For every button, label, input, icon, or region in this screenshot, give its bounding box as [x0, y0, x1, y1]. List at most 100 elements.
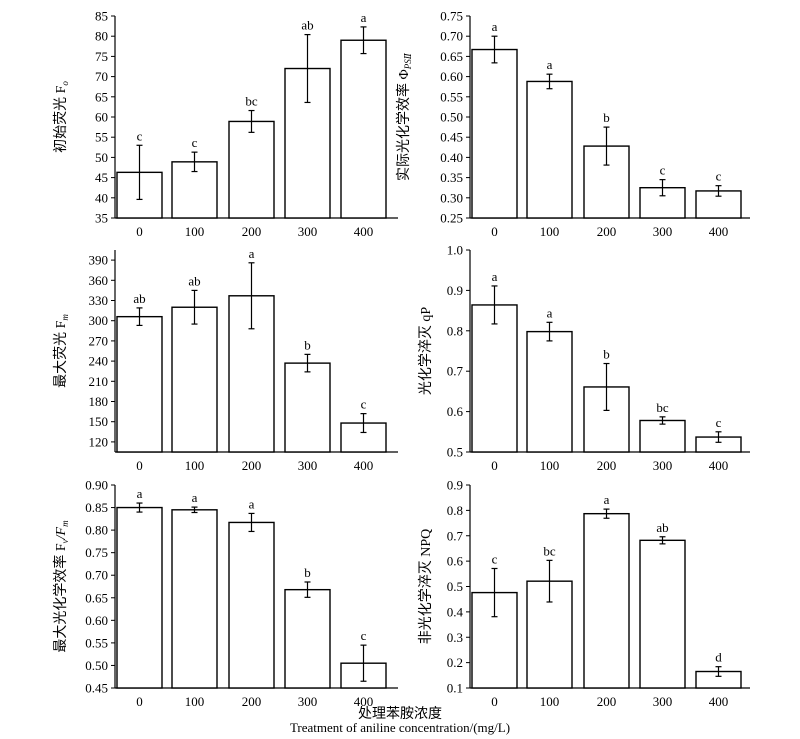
significance-letter: a	[192, 490, 198, 505]
y-tick-label: 70	[95, 69, 108, 84]
y-tick-label: 0.80	[85, 523, 108, 538]
y-tick-label: 0.8	[447, 323, 463, 338]
x-tick-label: 100	[185, 694, 205, 709]
y-tick-label: 0.2	[447, 655, 463, 670]
significance-letter: bc	[543, 543, 556, 558]
x-tick-label: 400	[709, 694, 729, 709]
error-bar	[491, 285, 498, 325]
y-tick-label: 180	[89, 394, 109, 409]
x-tick-label: 200	[597, 694, 617, 709]
bar	[116, 315, 163, 453]
bar	[471, 304, 518, 453]
error-bar	[136, 307, 143, 327]
significance-letter: ab	[656, 520, 668, 535]
error-bar	[136, 144, 143, 201]
error-bar	[546, 321, 553, 342]
significance-letter: c	[716, 415, 722, 430]
error-bar	[659, 416, 666, 425]
significance-letter: d	[715, 650, 722, 665]
y-tick-label: 75	[95, 49, 108, 64]
significance-letter: ab	[133, 291, 145, 306]
x-tick-label: 300	[298, 694, 318, 709]
significance-letter: b	[603, 347, 610, 362]
x-tick-label: 100	[540, 694, 560, 709]
y-tick-label: 40	[95, 190, 108, 205]
significance-letter: ab	[301, 18, 313, 33]
y-axis-label-text: 实际光化学效率 Φ	[395, 69, 412, 181]
x-tick-label: 300	[298, 224, 318, 239]
y-axis-label-subscript: o	[60, 81, 70, 86]
y-tick-label: 0.45	[85, 681, 108, 696]
significance-letter: c	[492, 551, 498, 566]
y-tick-label: 0.75	[440, 9, 463, 24]
error-bar	[491, 35, 498, 64]
significance-letter: c	[361, 397, 367, 412]
error-bar	[360, 413, 367, 434]
x-tick-label: 0	[491, 224, 498, 239]
y-tick-label: 55	[95, 130, 108, 145]
y-axis-label-text: 初始荧光 F	[52, 85, 69, 152]
y-tick-label: 270	[89, 333, 109, 348]
bar	[526, 80, 573, 219]
bar	[228, 120, 275, 219]
y-tick-label: 0.25	[440, 211, 463, 226]
error-bar	[546, 73, 553, 90]
y-tick-label: 330	[89, 293, 109, 308]
y-tick-label: 0.55	[440, 89, 463, 104]
error-bar	[715, 666, 722, 677]
bar	[228, 521, 275, 689]
error-bar	[715, 431, 722, 443]
y-axis-label: 非光化学淬灭 NPQ	[418, 529, 434, 645]
y-tick-label: 45	[95, 170, 108, 185]
x-tick-label: 300	[298, 458, 318, 473]
x-tick-label: 400	[709, 224, 729, 239]
y-tick-label: 300	[89, 313, 109, 328]
y-tick-label: 0.7	[447, 364, 464, 379]
y-tick-label: 0.6	[447, 404, 464, 419]
x-tick-label: 100	[540, 458, 560, 473]
y-tick-label: 0.9	[447, 478, 463, 493]
x-tick-label: 400	[709, 458, 729, 473]
y-tick-label: 0.7	[447, 528, 464, 543]
bar	[526, 330, 573, 453]
y-tick-label: 0.5	[447, 445, 463, 460]
y-axis-label-text: 非光化学淬灭 NPQ	[418, 529, 434, 645]
y-tick-label: 0.90	[85, 478, 108, 493]
error-bar	[659, 536, 666, 545]
error-bar	[603, 362, 610, 411]
x-tick-label: 200	[597, 458, 617, 473]
y-tick-label: 150	[89, 414, 109, 429]
y-tick-label: 35	[95, 211, 108, 226]
y-tick-label: 0.1	[447, 681, 463, 696]
bar	[695, 190, 742, 219]
error-bar	[360, 644, 367, 682]
significance-letter: c	[192, 135, 198, 150]
y-tick-label: 50	[95, 150, 108, 165]
error-bar	[603, 126, 610, 166]
significance-letter: c	[716, 169, 722, 184]
y-tick-label: 0.65	[85, 590, 108, 605]
significance-letter: a	[492, 19, 498, 34]
x-tick-label: 0	[136, 694, 143, 709]
significance-letter: c	[660, 163, 666, 178]
chart-panel-5: 0.45 0.50 0.55 0.60 0.65 0.70 0.75 0.80 0.85 0.90…	[52, 478, 398, 709]
x-tick-label: 400	[354, 694, 374, 709]
bar	[340, 39, 387, 219]
x-tick-label: 100	[185, 224, 205, 239]
bar	[284, 362, 331, 453]
x-tick-label: 0	[136, 224, 143, 239]
bar	[171, 306, 218, 453]
significance-letter: bc	[656, 400, 669, 415]
y-tick-label: 0.70	[440, 29, 463, 44]
y-tick-label: 0.85	[85, 500, 108, 515]
y-tick-label: 0.35	[440, 170, 463, 185]
significance-letter: a	[604, 492, 610, 507]
significance-letter: a	[547, 305, 553, 320]
y-tick-label: 80	[95, 29, 108, 44]
error-bar	[248, 109, 255, 133]
x-tick-label: 0	[491, 694, 498, 709]
chart-panel-2: 0.25 0.30 0.35 0.40 0.45 0.50 0.55 0.60 0.65 0.70…	[395, 9, 750, 239]
significance-letter: b	[304, 337, 311, 352]
significance-letter: ab	[188, 273, 200, 288]
y-tick-label: 0.9	[447, 283, 463, 298]
